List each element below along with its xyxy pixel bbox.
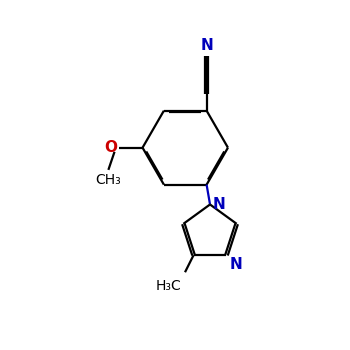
Text: O: O	[104, 140, 117, 155]
Text: N: N	[230, 257, 243, 272]
Text: CH₃: CH₃	[96, 173, 121, 187]
Text: H₃C: H₃C	[156, 279, 182, 293]
Text: N: N	[213, 197, 225, 212]
Text: N: N	[200, 38, 213, 53]
